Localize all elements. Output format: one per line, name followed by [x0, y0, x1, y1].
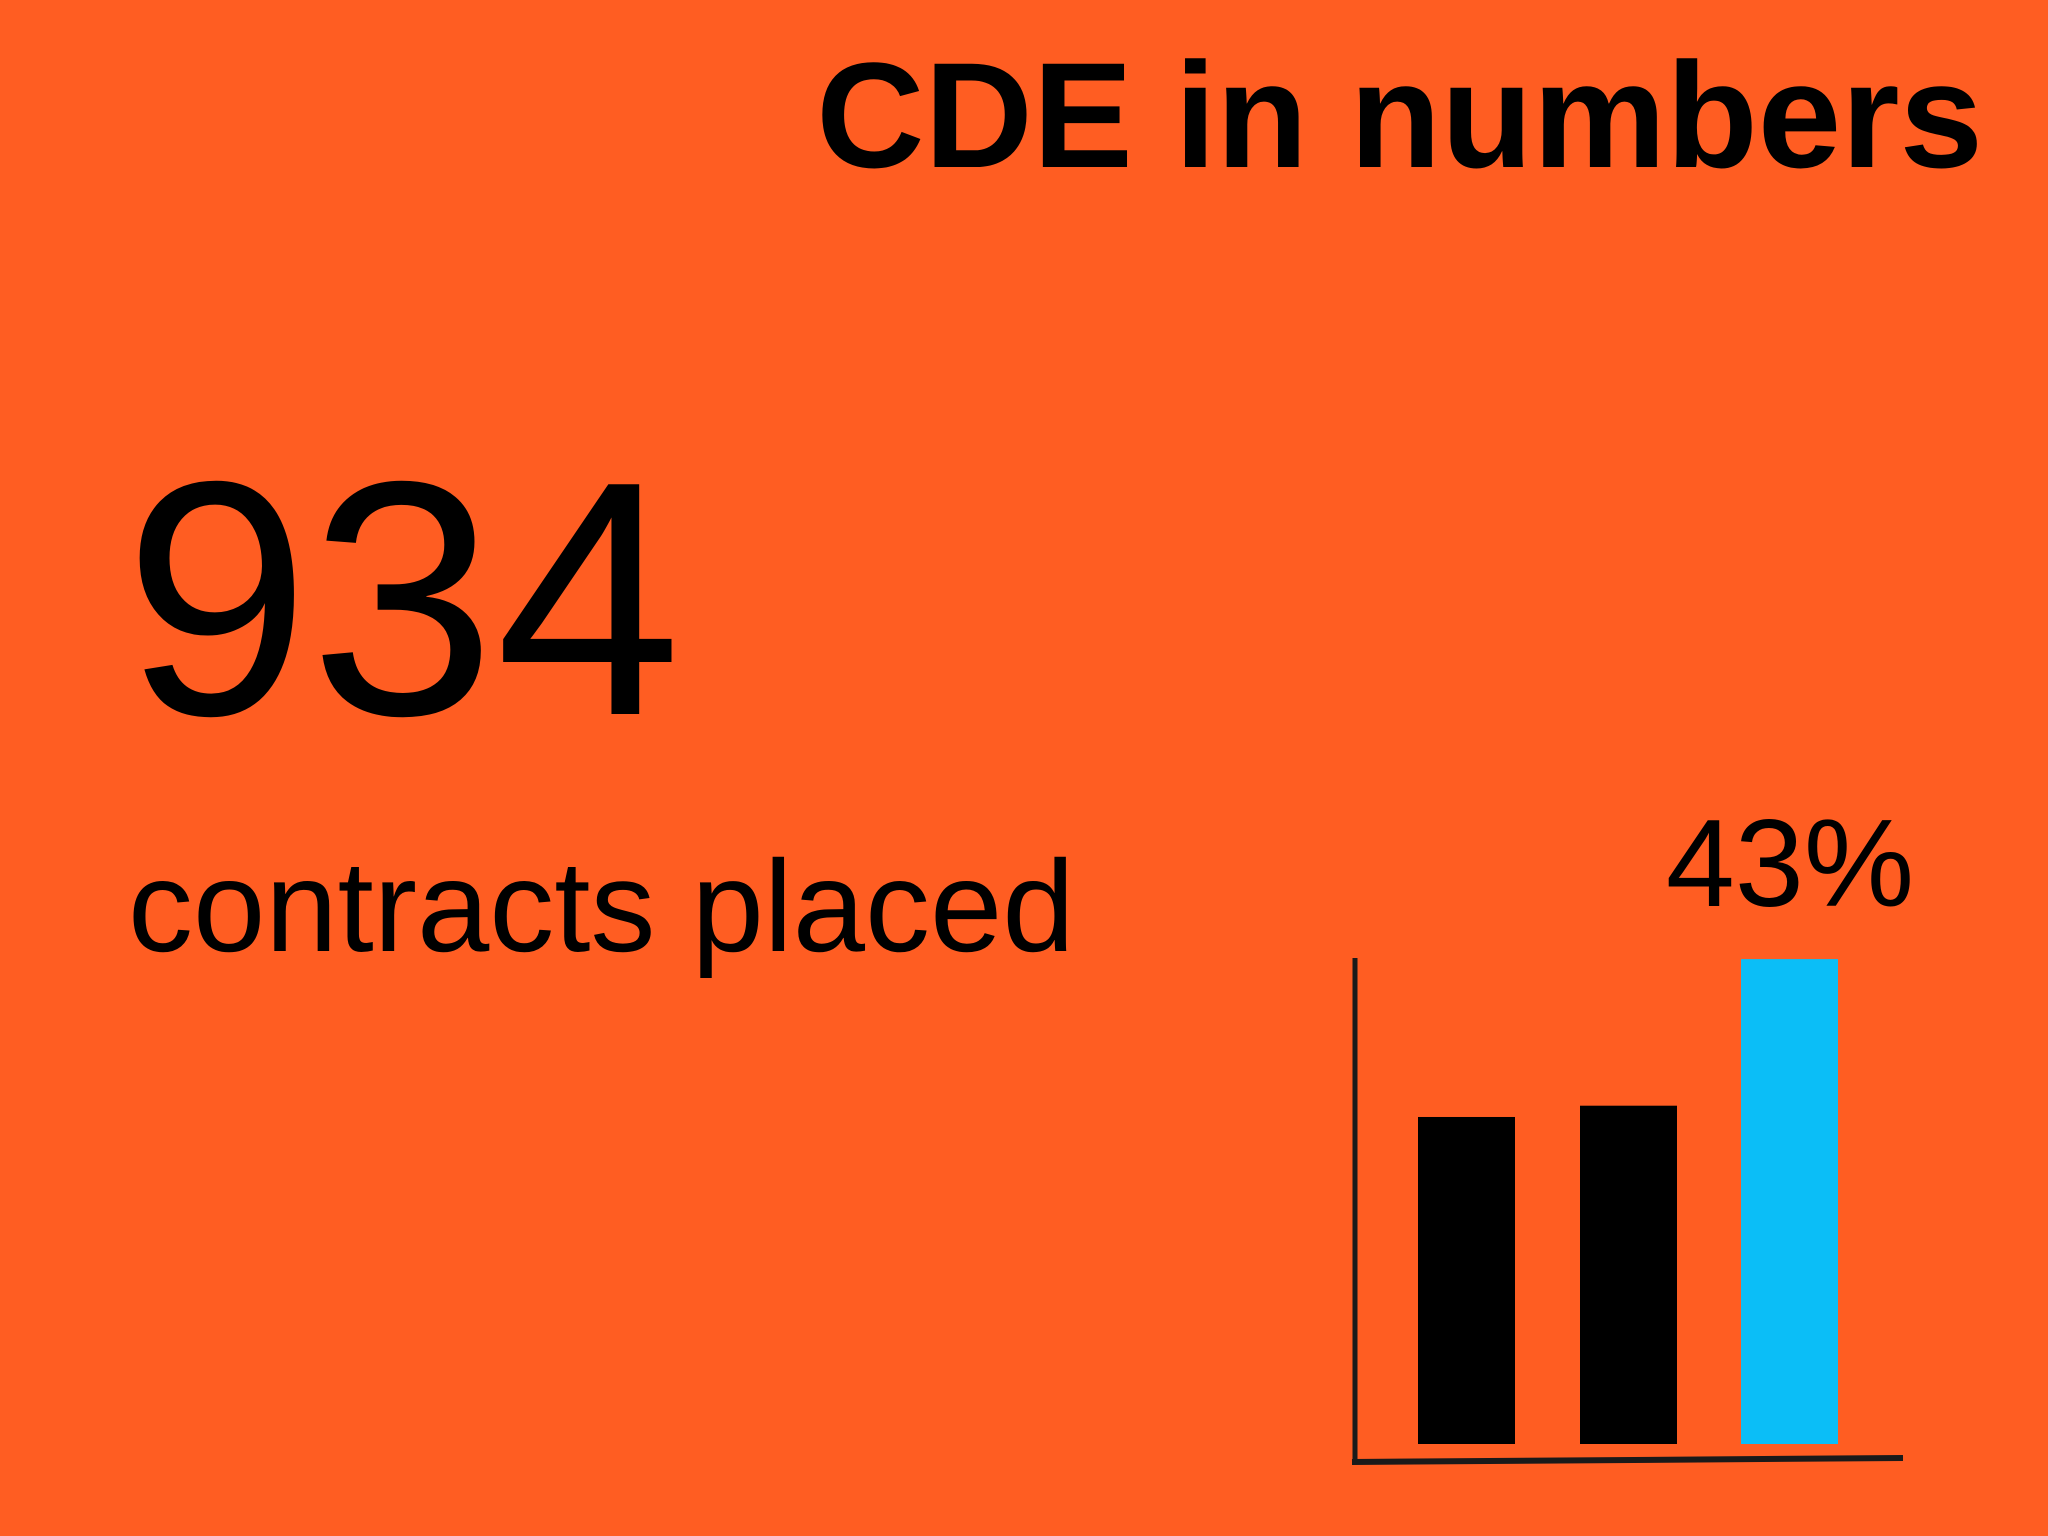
bars-layer — [1418, 959, 1838, 1444]
stat-caption: contracts placed — [128, 833, 1075, 979]
bar-value-label: 43% — [1666, 795, 1914, 933]
x-axis — [1351, 1455, 1904, 1465]
slide-title: CDE in numbers — [816, 31, 1983, 199]
stat-value: 934 — [124, 412, 682, 785]
bar-3 — [1741, 959, 1838, 1444]
bar-2 — [1580, 1105, 1677, 1444]
bar-1 — [1418, 1116, 1515, 1444]
